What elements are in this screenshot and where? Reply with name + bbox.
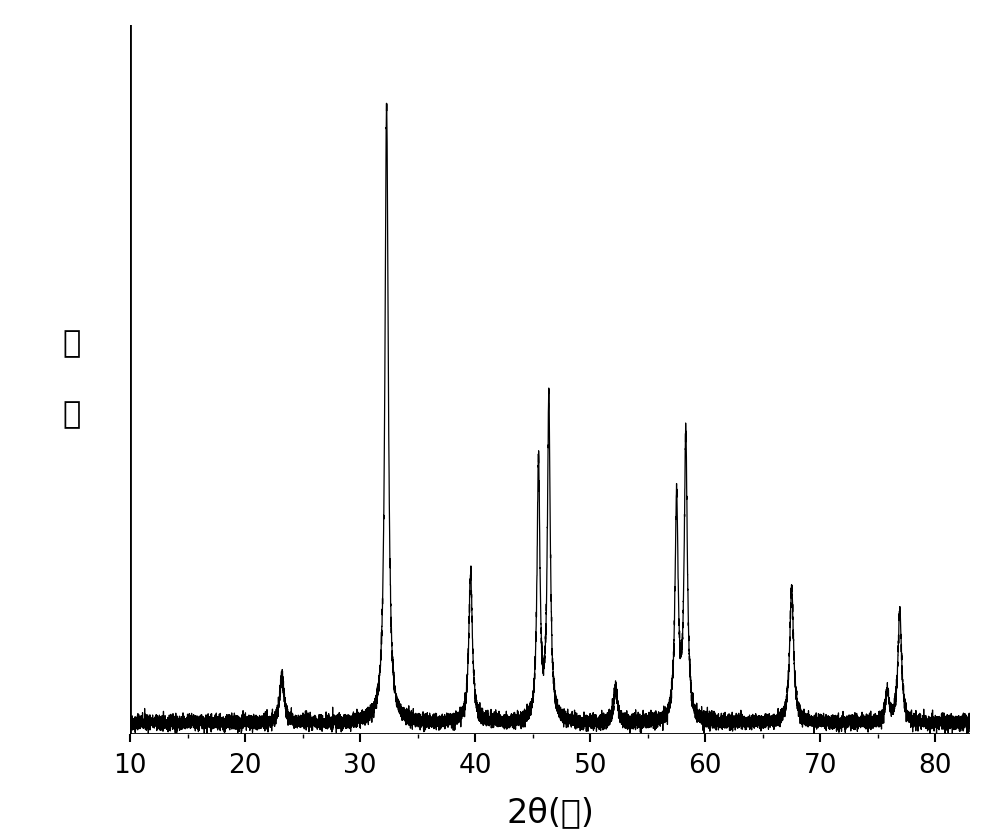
X-axis label: 2θ(度): 2θ(度) xyxy=(506,796,594,829)
Text: 强: 强 xyxy=(62,329,80,359)
Text: 度: 度 xyxy=(62,400,80,430)
